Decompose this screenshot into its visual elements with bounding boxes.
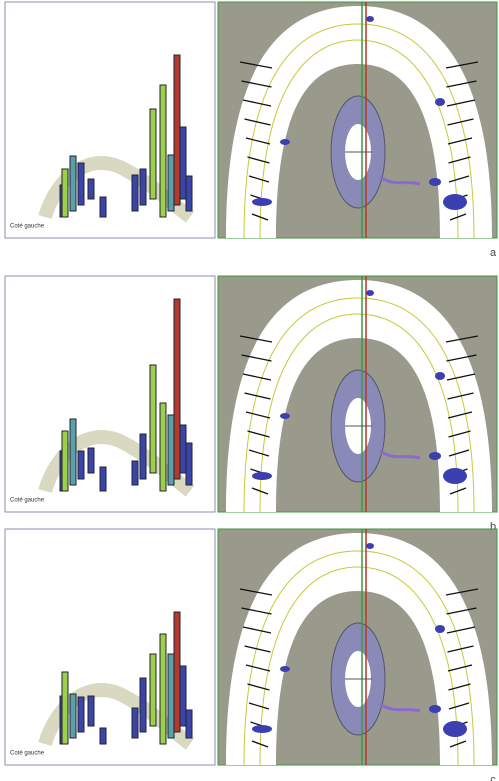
contact bbox=[280, 666, 290, 672]
force-bar bbox=[174, 55, 180, 205]
force-bar bbox=[174, 612, 180, 732]
force-bar bbox=[132, 708, 138, 738]
contact bbox=[429, 705, 441, 713]
force-bar bbox=[88, 696, 94, 726]
page: {"panels": [ {"label": "a", "caption": "… bbox=[0, 0, 499, 781]
panel-label: a bbox=[490, 247, 497, 259]
force-bar bbox=[70, 156, 76, 211]
panel-label: c bbox=[490, 774, 496, 781]
force-bar bbox=[132, 175, 138, 211]
view-caption: Coté gauche bbox=[10, 498, 45, 504]
force-bar bbox=[62, 169, 68, 217]
contact bbox=[280, 413, 290, 419]
contact bbox=[429, 178, 441, 186]
view-caption: Coté gauche bbox=[10, 751, 45, 757]
panel: Coté gauche a bbox=[5, 2, 497, 259]
force-bar bbox=[62, 672, 68, 744]
contact bbox=[252, 725, 272, 733]
force-bar bbox=[78, 451, 84, 479]
panel: Coté gauche c bbox=[5, 529, 497, 781]
force-bar bbox=[150, 654, 156, 726]
force-bar bbox=[140, 434, 146, 479]
force-bar bbox=[180, 666, 186, 726]
force-bar bbox=[150, 109, 156, 199]
contact bbox=[443, 721, 467, 737]
force-bar bbox=[140, 169, 146, 205]
force-bar bbox=[88, 179, 94, 199]
force-bar bbox=[174, 299, 180, 479]
force-bar bbox=[160, 403, 166, 491]
force-bar bbox=[70, 419, 76, 485]
force-bar bbox=[186, 710, 192, 738]
force-bar bbox=[168, 415, 174, 485]
force-bar bbox=[180, 127, 186, 199]
contact bbox=[366, 16, 374, 22]
view-3d bbox=[5, 2, 215, 238]
force-bar bbox=[100, 467, 106, 491]
force-bar bbox=[160, 85, 166, 217]
view-3d bbox=[5, 276, 215, 512]
contact bbox=[435, 98, 445, 106]
force-bar bbox=[140, 678, 146, 732]
force-bar bbox=[100, 728, 106, 744]
force-bar bbox=[88, 448, 94, 473]
contact bbox=[252, 472, 272, 480]
contact bbox=[429, 452, 441, 460]
force-bar bbox=[168, 654, 174, 738]
contact bbox=[435, 372, 445, 380]
figure: Coté gaucheaCoté gauchebCoté gauchec bbox=[0, 0, 499, 781]
contact bbox=[443, 468, 467, 484]
force-bar bbox=[62, 431, 68, 491]
contact bbox=[252, 198, 272, 206]
force-bar bbox=[100, 197, 106, 217]
force-bar bbox=[132, 461, 138, 485]
force-bar bbox=[180, 425, 186, 473]
force-bar bbox=[186, 443, 192, 485]
force-bar bbox=[70, 694, 76, 738]
force-bar bbox=[160, 634, 166, 744]
contact bbox=[435, 625, 445, 633]
force-bar bbox=[78, 163, 84, 205]
contact bbox=[443, 194, 467, 210]
contact bbox=[366, 290, 374, 296]
force-bar bbox=[150, 365, 156, 473]
force-bar bbox=[168, 155, 174, 211]
view-3d bbox=[5, 529, 215, 765]
contact bbox=[280, 139, 290, 145]
force-bar bbox=[186, 176, 192, 211]
view-caption: Coté gauche bbox=[10, 224, 45, 230]
contact bbox=[366, 543, 374, 549]
force-bar bbox=[78, 697, 84, 732]
